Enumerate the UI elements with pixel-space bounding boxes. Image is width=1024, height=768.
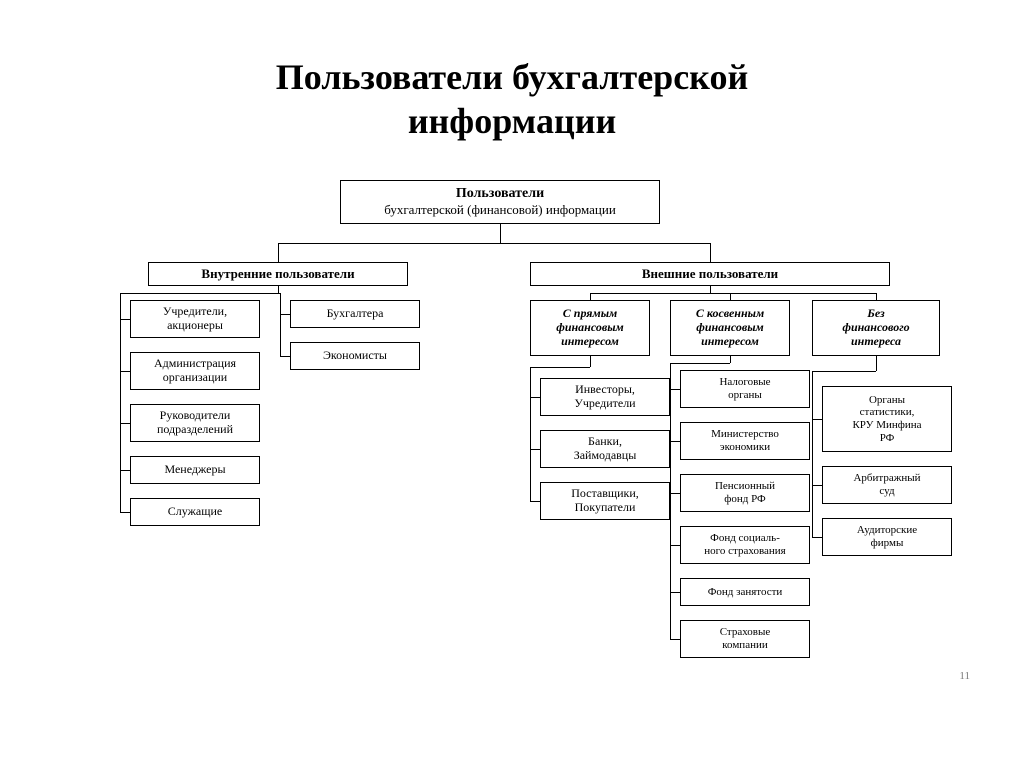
indirect-item-2: Пенсионныйфонд РФ <box>680 474 810 512</box>
ext-sub-direct: С прямымфинансовыминтересом <box>530 300 650 356</box>
connector <box>590 356 591 367</box>
none-item-2: Аудиторскиефирмы <box>822 518 952 556</box>
indirect-item-5: Страховыекомпании <box>680 620 810 658</box>
ext-sub-none: Безфинансовогоинтереса <box>812 300 940 356</box>
none-item-0: Органыстатистики,КРУ МинфинаРФ <box>822 386 952 452</box>
connector <box>530 367 590 368</box>
connector <box>278 286 279 293</box>
connector <box>530 501 540 502</box>
connector <box>710 243 711 262</box>
connector <box>670 493 680 494</box>
connector <box>670 592 680 593</box>
connector <box>530 397 540 398</box>
internal-b-item-0: Бухгалтера <box>290 300 420 328</box>
connector <box>670 363 671 639</box>
internal-a-item-0: Учредители,акционеры <box>130 300 260 338</box>
connector <box>670 363 730 364</box>
connector <box>120 371 130 372</box>
direct-item-1: Банки,Займодавцы <box>540 430 670 468</box>
connector <box>876 293 877 300</box>
connector <box>812 485 822 486</box>
indirect-item-1: Министерствоэкономики <box>680 422 810 460</box>
indirect-item-4: Фонд занятости <box>680 578 810 606</box>
connector <box>120 293 280 294</box>
connector <box>590 293 876 294</box>
connector <box>280 356 290 357</box>
connector <box>280 314 290 315</box>
direct-item-0: Инвесторы,Учредители <box>540 378 670 416</box>
none-item-1: Арбитражныйсуд <box>822 466 952 504</box>
connector <box>670 389 680 390</box>
connector <box>670 545 680 546</box>
indirect-item-3: Фонд социаль-ного страхования <box>680 526 810 564</box>
indirect-item-0: Налоговыеорганы <box>680 370 810 408</box>
internal-a-item-2: Руководителиподразделений <box>130 404 260 442</box>
connector <box>280 293 281 356</box>
connector <box>120 512 130 513</box>
root-node: Пользователибухгалтерской (финансовой) и… <box>340 180 660 224</box>
page-number: 11 <box>959 670 970 682</box>
internal-a-item-3: Менеджеры <box>130 456 260 484</box>
connector <box>670 639 680 640</box>
connector <box>278 243 279 262</box>
internal-users: Внутренние пользователи <box>148 262 408 286</box>
connector <box>730 356 731 363</box>
connector <box>530 367 531 501</box>
internal-b-item-1: Экономисты <box>290 342 420 370</box>
connector <box>812 419 822 420</box>
connector <box>812 537 822 538</box>
connector <box>710 286 711 293</box>
connector <box>500 224 501 243</box>
internal-a-item-1: Администрацияорганизации <box>130 352 260 390</box>
connector <box>120 293 121 512</box>
connector <box>120 319 130 320</box>
connector <box>812 371 876 372</box>
external-users: Внешние пользователи <box>530 262 890 286</box>
connector <box>278 243 710 244</box>
slide-title-line2: информации <box>0 100 1024 142</box>
connector <box>590 293 591 300</box>
connector <box>530 449 540 450</box>
connector <box>670 441 680 442</box>
connector <box>812 371 813 537</box>
ext-sub-indirect: С косвеннымфинансовыминтересом <box>670 300 790 356</box>
direct-item-2: Поставщики,Покупатели <box>540 482 670 520</box>
connector <box>120 470 130 471</box>
internal-a-item-4: Служащие <box>130 498 260 526</box>
connector <box>730 293 731 300</box>
slide-title-line1: Пользователи бухгалтерской <box>0 56 1024 98</box>
connector <box>120 423 130 424</box>
connector <box>876 356 877 371</box>
